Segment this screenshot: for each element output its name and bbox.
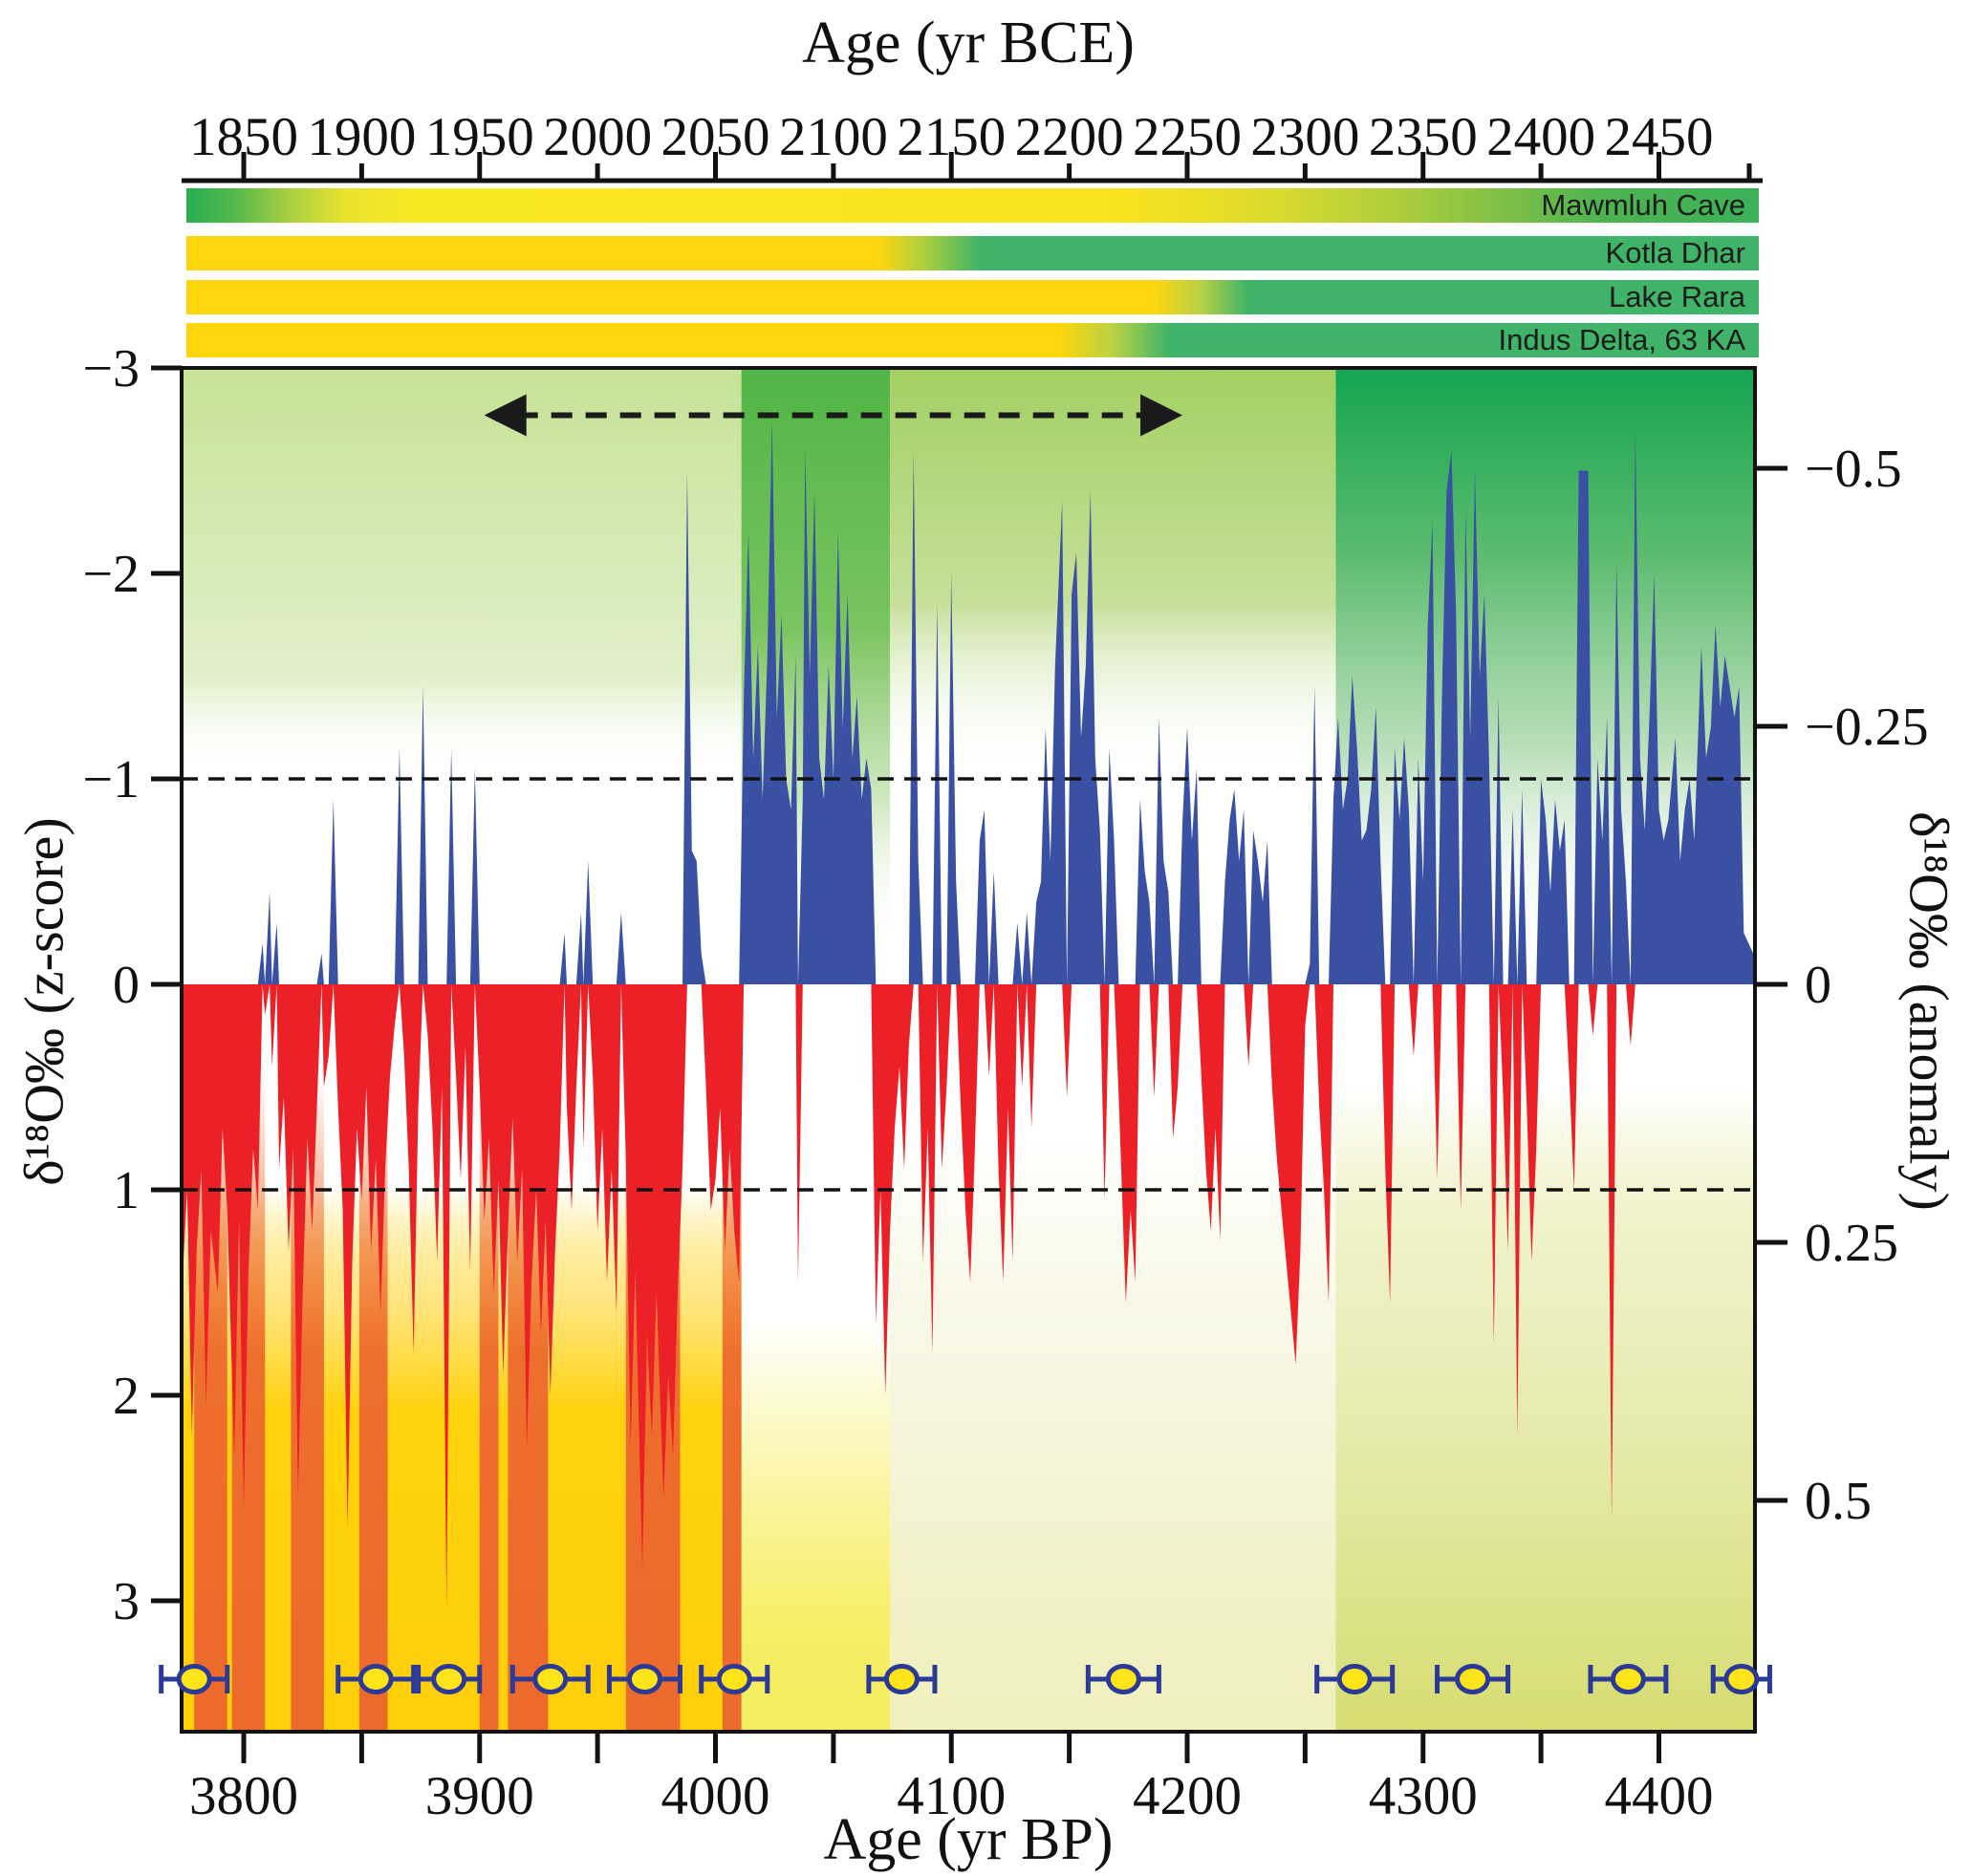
top-axis-tick-label: 2450 (1605, 107, 1714, 167)
c14-date-marker (1723, 1664, 1760, 1694)
bottom-axis-tick-label: 4300 (1369, 1766, 1478, 1826)
c14-date-marker (176, 1664, 212, 1694)
proxy-bar-label: Lake Rara (1609, 280, 1746, 313)
climate-band-bottom (1335, 984, 1755, 1732)
top-axis-tick-label: 2050 (661, 107, 770, 167)
c14-date-marker (1336, 1664, 1373, 1694)
arrowhead-right-icon (1140, 394, 1183, 437)
left-axis-tick-label: −2 (82, 545, 140, 604)
top-axis-title: Age (yr BCE) (802, 11, 1135, 75)
right-axis-title: δ¹⁸O‰ (anomaly) (1897, 811, 1960, 1211)
left-axis-tick-label: 3 (113, 1572, 140, 1631)
arrowhead-left-icon (484, 394, 527, 437)
proxy-bar-mawmluh-cave (186, 188, 1759, 223)
bottom-axis-tick-label: 3800 (189, 1766, 298, 1826)
left-axis-tick-label: −3 (82, 339, 140, 399)
bottom-axis-tick-label: 4400 (1605, 1766, 1714, 1826)
top-axis-tick-label: 2250 (1133, 107, 1242, 167)
plot-frame (180, 366, 1757, 1734)
proxy-bar-label: Indus Delta, 63 KA (1499, 323, 1746, 356)
right-axis-tick-label: −0.25 (1805, 698, 1929, 757)
proxy-bar-label: Mawmluh Cave (1541, 188, 1745, 222)
climate-band-bottom (741, 984, 891, 1732)
top-axis-tick-label: 2100 (779, 107, 888, 167)
top-axis-tick-label: 2000 (543, 107, 652, 167)
c14-date-marker (532, 1664, 569, 1694)
c14-date-marker (626, 1664, 662, 1694)
left-axis-tick-label: −1 (82, 750, 140, 809)
climate-band-top (182, 368, 742, 986)
right-axis-tick-label: 0.25 (1805, 1214, 1898, 1273)
left-axis-tick-label: 1 (113, 1161, 140, 1220)
left-axis-title: δ¹⁸O‰ (z-score) (12, 817, 76, 1186)
top-axis-tick-label: 1850 (189, 107, 298, 167)
left-axis-tick-label: 2 (113, 1367, 140, 1426)
climate-band-bottom (890, 984, 1336, 1732)
c14-date-marker (431, 1664, 467, 1694)
c14-date-marker (1455, 1664, 1491, 1694)
top-axis-tick-label: 2350 (1369, 107, 1478, 167)
top-axis-tick-label: 1950 (425, 107, 534, 167)
right-axis-tick-label: 0 (1805, 956, 1831, 1015)
wet-anomaly-area (182, 419, 1754, 984)
dry-anomaly-area (182, 984, 1754, 1611)
bottom-axis-tick-label: 3900 (425, 1766, 534, 1826)
top-axis-tick-label: 2200 (1015, 107, 1124, 167)
c14-date-marker (357, 1664, 394, 1694)
c14-date-marker (1610, 1664, 1646, 1694)
proxy-bar-indus-delta-63-ka (186, 323, 1759, 357)
top-axis-tick-label: 2400 (1486, 107, 1595, 167)
bottom-axis-title: Age (yr BP) (823, 1807, 1114, 1872)
right-axis-tick-label: 0.5 (1805, 1472, 1872, 1531)
right-axis-tick-label: −0.5 (1805, 440, 1902, 499)
top-axis-tick-label: 2150 (897, 107, 1006, 167)
bottom-axis-tick-label: 4100 (897, 1766, 1006, 1826)
left-axis-tick-label: 0 (113, 956, 140, 1015)
c14-date-marker (1105, 1664, 1141, 1694)
proxy-bar-kotla-dhar (186, 236, 1759, 270)
bottom-axis-tick-label: 4000 (661, 1766, 770, 1826)
bottom-axis-tick-label: 4200 (1133, 1766, 1242, 1826)
proxy-bar-lake-rara (186, 280, 1759, 314)
c14-date-marker (883, 1664, 920, 1694)
top-axis-tick-label: 1900 (307, 107, 416, 167)
top-axis-tick-label: 2300 (1250, 107, 1359, 167)
c14-date-marker (716, 1664, 752, 1694)
proxy-bar-label: Kotla Dhar (1606, 236, 1745, 270)
